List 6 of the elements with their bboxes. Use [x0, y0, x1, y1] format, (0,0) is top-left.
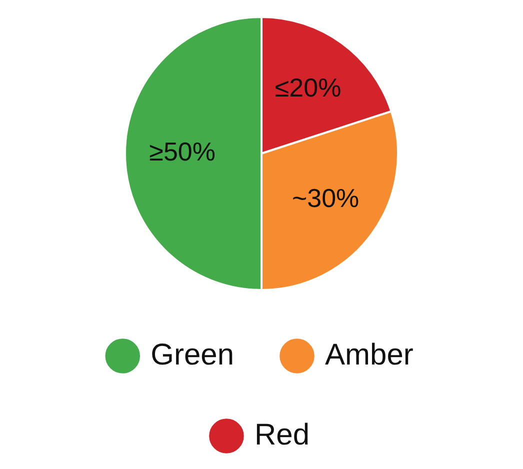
legend-label: Amber: [325, 338, 414, 372]
data-label: ≤20%: [274, 72, 342, 103]
data-label: ~30%: [292, 183, 360, 214]
data-label: ≥50%: [149, 136, 216, 167]
legend-label: Red: [254, 418, 310, 452]
legend-label: Green: [150, 338, 234, 372]
